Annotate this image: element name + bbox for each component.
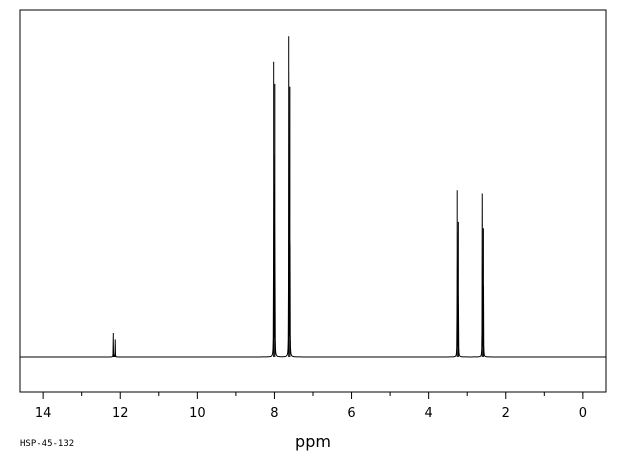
x-axis-tick-labels: 14 12 10 8 6 4 2 0 bbox=[35, 406, 587, 421]
x-tick-label: 10 bbox=[189, 406, 206, 421]
spectrum-trace bbox=[20, 36, 606, 358]
sample-id-label: HSP-45-132 bbox=[20, 439, 74, 449]
x-tick-label: 2 bbox=[502, 406, 510, 421]
plot-frame bbox=[19, 9, 607, 393]
x-axis-ticks bbox=[42, 392, 584, 399]
x-axis-title: ppm bbox=[295, 432, 331, 451]
x-tick-label: 6 bbox=[347, 406, 355, 421]
x-tick-label: 8 bbox=[270, 406, 278, 421]
x-tick-label: 4 bbox=[425, 406, 433, 421]
x-tick-label: 12 bbox=[112, 406, 129, 421]
x-tick-label: 0 bbox=[579, 406, 587, 421]
x-tick-label: 14 bbox=[35, 406, 52, 421]
